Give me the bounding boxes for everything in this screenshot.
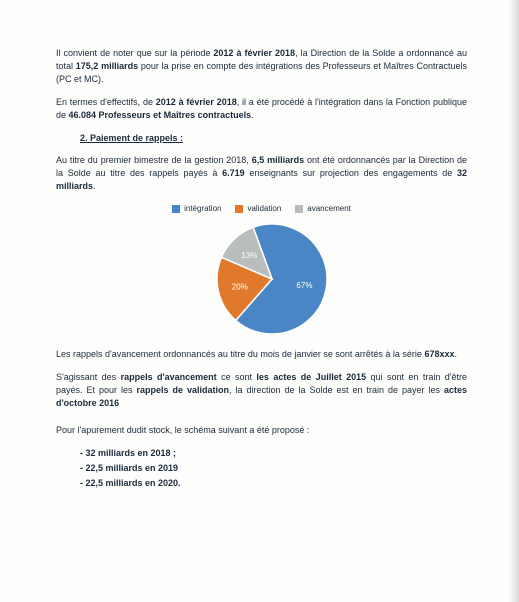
paragraph-4: Les rappels d'avancement ordonnancés au … [56,348,467,361]
pie-chart-container: intégration validation avancement 67% 20%… [56,203,467,339]
chart-legend: intégration validation avancement [56,203,467,215]
bold-text: 6,5 milliards [252,155,304,165]
text: Les rappels d'avancement ordonnancés au … [56,349,424,359]
schedule-list: 32 milliards en 2018 ; 22,5 milliards en… [80,447,467,490]
pie-slice-label: 67% [296,281,312,290]
bold-text: rappels d'avancement [121,372,217,382]
list-item: 22,5 milliards en 2019 [80,462,467,475]
pie-slice-label: 13% [241,251,257,260]
paragraph-2: En termes d'effectifs, de 2012 à février… [56,96,467,122]
text: Au titre du premier bimestre de la gesti… [56,155,252,165]
text: . [454,349,457,359]
text: . [93,181,96,191]
text: , la direction de la Solde est en train … [229,385,444,395]
bold-text: 46.084 Professeurs et Maîtres contractue… [69,110,252,120]
pie-slice-label: 20% [231,282,247,291]
legend-label: intégration [184,203,221,215]
legend-swatch [235,205,243,213]
list-item: 32 milliards en 2018 ; [80,447,467,460]
text: En termes d'effectifs, de [56,97,156,107]
text: S'agissant des [56,372,121,382]
paragraph-6: Pour l'apurement dudit stock, le schéma … [56,424,467,437]
bold-text: les actes de Juillet 2015 [256,372,366,382]
text: enseignants sur projection des engagemen… [245,168,457,178]
pie-chart: 67% 20% 13% [177,219,347,339]
bold-text: 2012 à février 2018 [156,97,237,107]
document-page: Il convient de noter que sur la période … [0,0,519,602]
legend-label: validation [247,203,281,215]
legend-swatch [172,205,180,213]
legend-swatch [295,205,303,213]
scan-shadow [509,0,519,602]
legend-item-validation: validation [235,203,281,215]
legend-item-avancement: avancement [295,203,351,215]
paragraph-3: Au titre du premier bimestre de la gesti… [56,154,467,193]
paragraph-5: S'agissant des rappels d'avancement ce s… [56,371,467,410]
bold-text: 2012 à février 2018 [213,48,295,58]
text: ce sont [217,372,257,382]
legend-label: avancement [307,203,351,215]
list-item: 22,5 milliards en 2020. [80,477,467,490]
bold-text: 175,2 milliards [76,61,138,71]
bold-text: 678xxx [424,349,454,359]
paragraph-1: Il convient de noter que sur la période … [56,47,467,86]
bold-text: rappels de validation [137,385,230,395]
text: . [251,110,254,120]
legend-item-integration: intégration [172,203,221,215]
bold-text: 6.719 [222,168,245,178]
section-heading: 2. Paiement de rappels : [80,132,467,145]
text: Il convient de noter que sur la période [56,48,213,58]
